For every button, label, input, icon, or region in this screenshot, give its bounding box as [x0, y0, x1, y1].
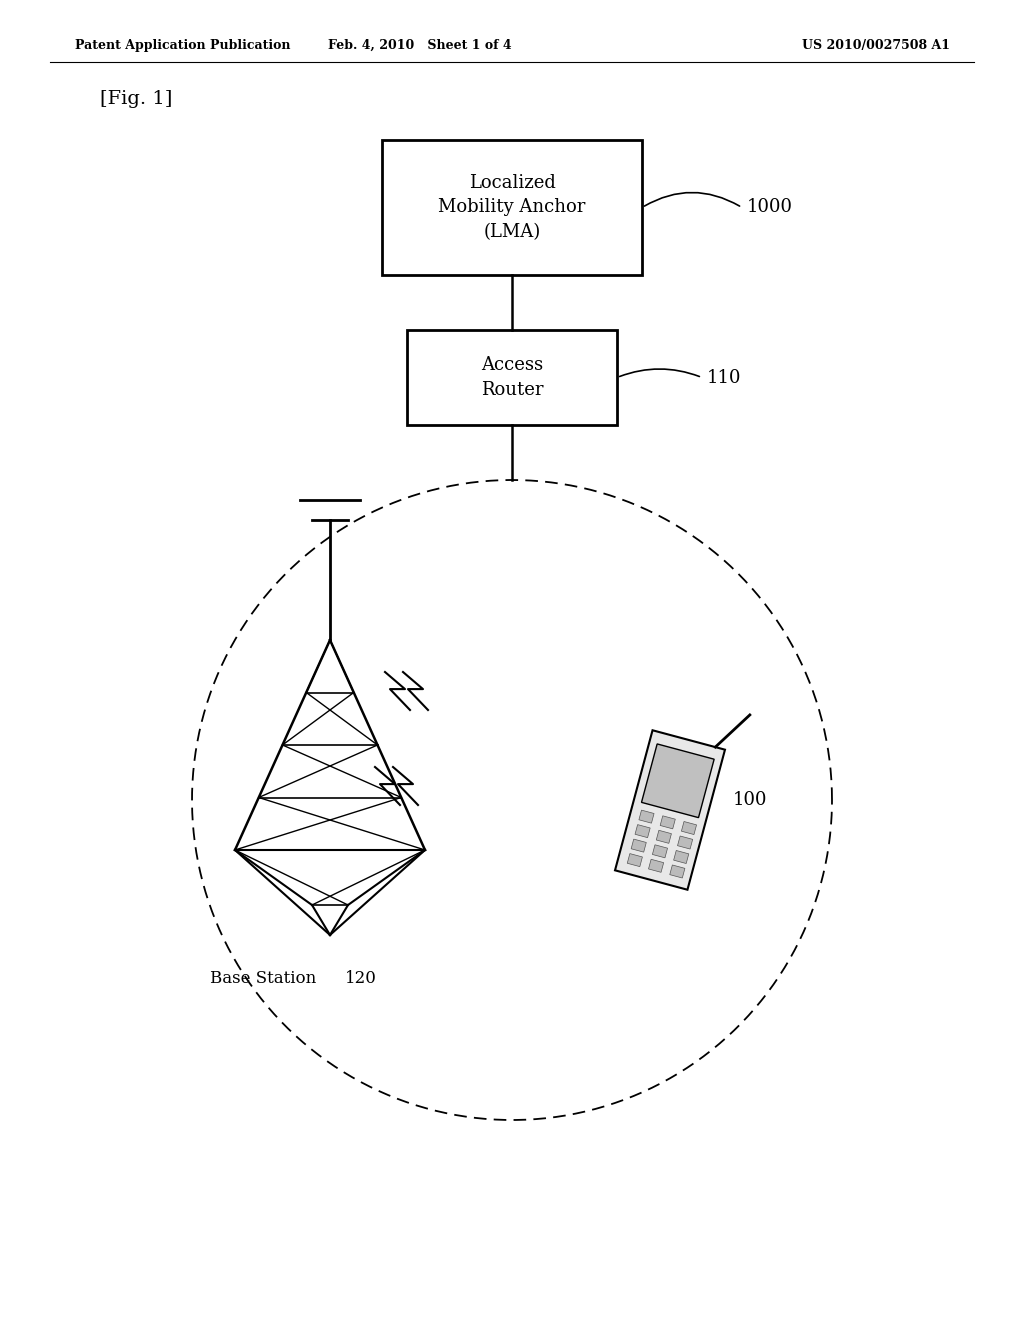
Polygon shape [615, 730, 725, 890]
Polygon shape [652, 845, 668, 858]
Text: 110: 110 [707, 368, 741, 387]
Polygon shape [631, 840, 646, 853]
Text: 100: 100 [732, 791, 767, 809]
Text: 1000: 1000 [746, 198, 793, 216]
Polygon shape [639, 810, 654, 824]
Text: US 2010/0027508 A1: US 2010/0027508 A1 [802, 38, 950, 51]
Bar [382, 140, 642, 275]
Bar [407, 330, 617, 425]
Polygon shape [628, 854, 642, 867]
Text: Base Station: Base Station [210, 970, 316, 987]
Polygon shape [660, 816, 675, 829]
Polygon shape [678, 836, 692, 849]
Polygon shape [648, 859, 664, 873]
Polygon shape [656, 830, 672, 843]
Text: Access
Router: Access Router [480, 356, 544, 399]
Polygon shape [681, 821, 696, 834]
Polygon shape [670, 865, 685, 878]
Text: 120: 120 [345, 970, 377, 987]
Text: Patent Application Publication: Patent Application Publication [75, 38, 291, 51]
Polygon shape [635, 825, 650, 838]
Polygon shape [674, 850, 689, 863]
Text: Localized
Mobility Anchor
(LMA): Localized Mobility Anchor (LMA) [438, 173, 586, 242]
Text: [Fig. 1]: [Fig. 1] [100, 90, 172, 108]
Polygon shape [641, 744, 714, 817]
Text: Feb. 4, 2010   Sheet 1 of 4: Feb. 4, 2010 Sheet 1 of 4 [328, 38, 512, 51]
